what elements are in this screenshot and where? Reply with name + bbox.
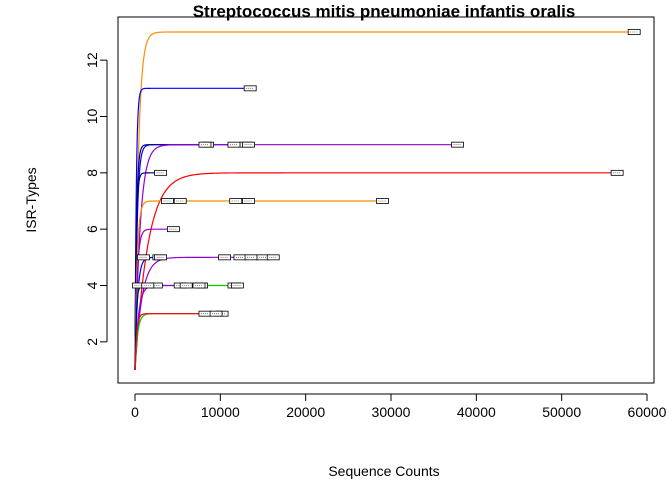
y-axis: 2 4 6 8 10 12 — [84, 52, 108, 346]
y-tick-label: 6 — [84, 225, 100, 233]
y-tick-label: 12 — [84, 52, 100, 68]
series-line — [134, 313, 217, 371]
x-tick-label: 0 — [131, 404, 139, 420]
series-line — [134, 87, 251, 370]
x-axis: 0 10000 20000 30000 40000 50000 60000 — [131, 393, 667, 420]
series-line — [134, 313, 223, 371]
series-line — [134, 200, 383, 370]
x-tick-label: 10000 — [201, 404, 240, 420]
y-tick-label: 2 — [84, 338, 100, 346]
chart-title: Streptococcus mitis pneumoniae infantis … — [193, 2, 576, 21]
series-line — [134, 172, 161, 370]
series-line — [134, 31, 635, 371]
series-line — [134, 284, 199, 370]
y-axis-label: ISR-Types — [23, 167, 39, 232]
x-tick-label: 20000 — [286, 404, 325, 420]
x-tick-label: 30000 — [372, 404, 411, 420]
x-axis-label: Sequence Counts — [328, 463, 439, 479]
y-tick-label: 4 — [84, 281, 100, 289]
x-tick-label: 40000 — [457, 404, 496, 420]
x-tick-label: 50000 — [542, 404, 581, 420]
marker-layer — [132, 29, 641, 317]
y-tick-label: 10 — [84, 109, 100, 125]
series-line — [134, 284, 238, 370]
plot-frame — [117, 16, 655, 384]
y-tick-label: 8 — [84, 169, 100, 177]
x-tick-label: 60000 — [628, 404, 667, 420]
series-line — [134, 172, 618, 371]
